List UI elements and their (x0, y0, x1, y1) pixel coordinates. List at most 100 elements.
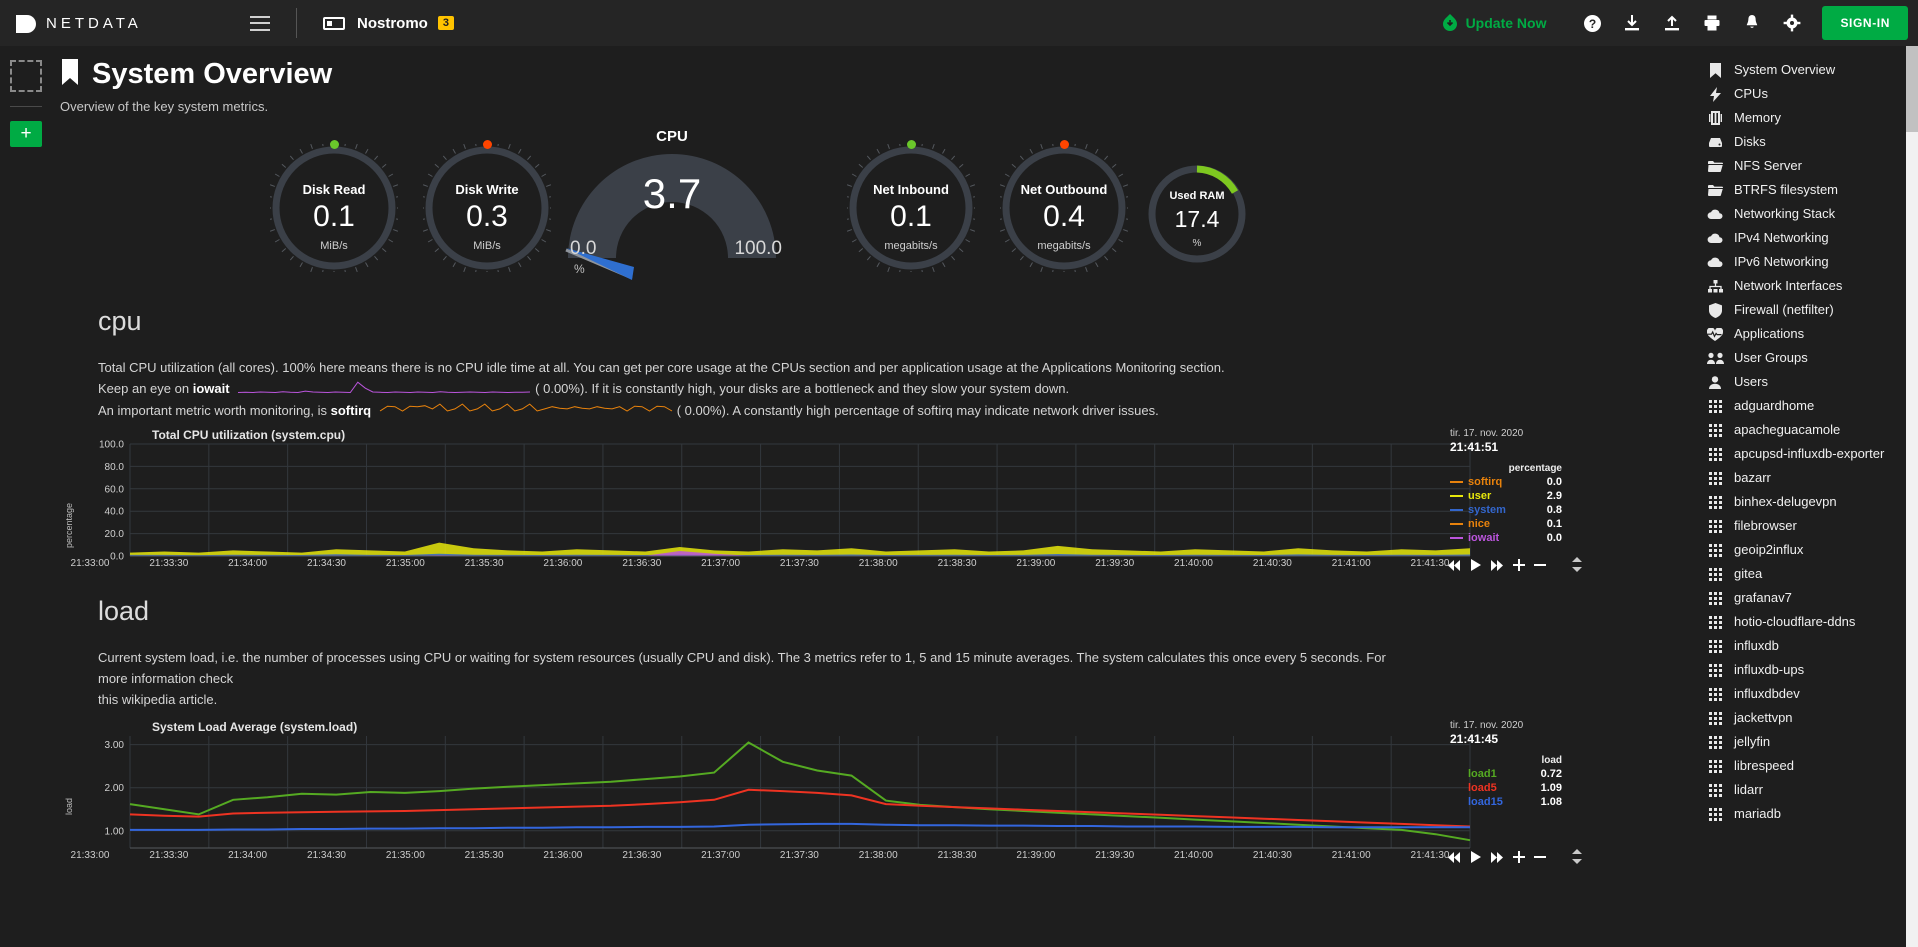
zoom-in-icon[interactable] (1513, 558, 1525, 576)
section-desc-load: Current system load, i.e. the number of … (52, 627, 1692, 710)
sidebar-item-applications[interactable]: Applications (1692, 322, 1918, 346)
gauges-row: Disk Read 0.1 MiB/s Disk Write 0.3 MiB/s… (52, 128, 1692, 288)
menu-toggle-icon[interactable] (250, 15, 270, 31)
cpu-desc2-post: ( 0.00%). If it is constantly high, your… (535, 381, 1070, 396)
chart-load-plot[interactable]: 1.00 2.00 3.00 (90, 732, 1476, 859)
legend-row[interactable]: user 2.9 (1450, 490, 1562, 502)
legend-cpu-date: tir. 17. nov. 2020 (1450, 428, 1524, 440)
add-dashboard-button[interactable]: + (10, 121, 42, 147)
upload-icon[interactable] (1652, 0, 1692, 46)
legend-series-name: load1 (1468, 768, 1497, 781)
alarms-bell-icon[interactable] (1732, 0, 1772, 46)
rewind-icon[interactable] (1447, 558, 1461, 576)
sidebar-item-gitea[interactable]: gitea (1692, 562, 1918, 586)
zoom-in-icon[interactable] (1513, 850, 1525, 868)
sidebar-item-hotio-cloudflare-ddns[interactable]: hotio-cloudflare-ddns (1692, 610, 1918, 634)
sidebar-item-btrfs-filesystem[interactable]: BTRFS filesystem (1692, 178, 1918, 202)
forward-icon[interactable] (1490, 558, 1504, 576)
gauge-net-outbound[interactable]: Net Outbound 0.4 megabits/s (1000, 140, 1128, 272)
sidebar-item-binhex-delugevpn[interactable]: binhex-delugevpn (1692, 490, 1918, 514)
dashboard-placeholder-icon[interactable] (10, 60, 42, 92)
sidebar-item-label: librespeed (1734, 758, 1794, 773)
resize-handle-icon[interactable] (1571, 849, 1583, 869)
sidebar-item-adguardhome[interactable]: adguardhome (1692, 394, 1918, 418)
settings-gear-icon[interactable] (1772, 0, 1812, 46)
zoom-out-icon[interactable] (1534, 850, 1546, 868)
update-now-button[interactable]: Update Now (1441, 13, 1546, 34)
x-tick-label: 21:39:30 (1095, 558, 1135, 570)
sidebar-item-cpus[interactable]: CPUs (1692, 82, 1918, 106)
sidebar-item-users[interactable]: Users (1692, 370, 1918, 394)
zoom-out-icon[interactable] (1534, 558, 1546, 576)
sidebar-item-grafanav7[interactable]: grafanav7 (1692, 586, 1918, 610)
play-icon[interactable] (1470, 850, 1481, 868)
gauge-used-ram[interactable]: Used RAM 17.4 % (1145, 162, 1249, 266)
sidebar-item-disks[interactable]: Disks (1692, 130, 1918, 154)
legend-row[interactable]: iowait 0.0 (1450, 532, 1562, 544)
sidebar-item-geoip2influx[interactable]: geoip2influx (1692, 538, 1918, 562)
sidebar-item-influxdb-ups[interactable]: influxdb-ups (1692, 658, 1918, 682)
sidebar-item-influxdb[interactable]: influxdb (1692, 634, 1918, 658)
legend-row[interactable]: softirq 0.0 (1450, 476, 1562, 488)
forward-icon[interactable] (1490, 850, 1504, 868)
load-desc-line-2: this wikipedia article. (98, 692, 218, 708)
sidebar-item-jellyfin[interactable]: jellyfin (1692, 730, 1918, 754)
chart-system-cpu[interactable]: Total CPU utilization (system.cpu) perce… (52, 428, 1692, 578)
sidebar-item-bazarr[interactable]: bazarr (1692, 466, 1918, 490)
sidebar-item-lidarr[interactable]: lidarr (1692, 778, 1918, 802)
scrollbar-thumb[interactable] (1906, 46, 1918, 132)
gauge-disk-read[interactable]: Disk Read 0.1 MiB/s (270, 140, 398, 272)
help-icon[interactable]: ? (1572, 0, 1612, 46)
legend-series-value: 1.09 (1540, 782, 1562, 795)
chart-cpu-plot[interactable]: 0.0 20.0 40.0 60.0 80.0 100.0 (90, 440, 1476, 567)
sidebar-item-label: gitea (1734, 566, 1763, 581)
legend-series-value: 0.1 (1546, 518, 1562, 531)
sidebar-item-ipv4-networking[interactable]: IPv4 Networking (1692, 226, 1918, 250)
legend-row[interactable]: load15 1.08 (1450, 796, 1562, 808)
sidebar-item-firewall-netfilter[interactable]: Firewall (netfilter) (1692, 298, 1918, 322)
legend-row[interactable]: system 0.8 (1450, 504, 1562, 516)
legend-color-swatch (1450, 537, 1463, 540)
resize-handle-icon[interactable] (1571, 557, 1583, 577)
rewind-icon[interactable] (1447, 850, 1461, 868)
sidebar-item-network-interfaces[interactable]: Network Interfaces (1692, 274, 1918, 298)
download-icon[interactable] (1612, 0, 1652, 46)
play-icon[interactable] (1470, 558, 1481, 576)
sidebar-item-apcupsd-influxdb-exporter[interactable]: apcupsd-influxdb-exporter (1692, 442, 1918, 466)
gauge-net-inbound[interactable]: Net Inbound 0.1 megabits/s (847, 140, 975, 272)
svg-text:2.00: 2.00 (105, 783, 125, 794)
sign-in-button[interactable]: SIGN-IN (1822, 6, 1908, 40)
sidebar-item-mariadb[interactable]: mariadb (1692, 802, 1918, 826)
host-selector[interactable]: Nostromo 3 (323, 15, 454, 32)
right-sidebar[interactable]: System Overview CPUs Memory Disks NFS Se… (1692, 46, 1918, 947)
legend-row[interactable]: nice 0.1 (1450, 518, 1562, 530)
brand-logo[interactable]: NETDATA (0, 12, 200, 34)
sidebar-item-networking-stack[interactable]: Networking Stack (1692, 202, 1918, 226)
gauge-status-dot (1059, 140, 1069, 149)
sidebar-item-librespeed[interactable]: librespeed (1692, 754, 1918, 778)
x-tick-label: 21:37:30 (779, 558, 819, 570)
sidebar-item-user-groups[interactable]: User Groups (1692, 346, 1918, 370)
sidebar-item-memory[interactable]: Memory (1692, 106, 1918, 130)
chart-system-load[interactable]: System Load Average (system.load) load 1… (52, 720, 1692, 870)
page-scrollbar[interactable] (1906, 46, 1918, 947)
folder-icon (1704, 160, 1726, 172)
gauge-cpu[interactable]: CPU 3.7 0.0 % 100.0 (552, 128, 792, 288)
heartbeat-icon (1704, 327, 1726, 341)
gauge-disk-write[interactable]: Disk Write 0.3 MiB/s (423, 140, 551, 272)
sidebar-item-nfs-server[interactable]: NFS Server (1692, 154, 1918, 178)
sidebar-item-ipv6-networking[interactable]: IPv6 Networking (1692, 250, 1918, 274)
sidebar-item-apacheguacamole[interactable]: apacheguacamole (1692, 418, 1918, 442)
header-actions: Update Now ? SIGN-IN (1441, 0, 1918, 46)
sidebar-item-label: Firewall (netfilter) (1734, 302, 1834, 317)
gauge-ring (847, 144, 975, 272)
legend-row[interactable]: load1 0.72 (1450, 768, 1562, 780)
print-icon[interactable] (1692, 0, 1732, 46)
section-heading-load: load (98, 596, 150, 627)
gauge-unit: megabits/s (884, 240, 938, 252)
sidebar-item-jackettvpn[interactable]: jackettvpn (1692, 706, 1918, 730)
sidebar-item-filebrowser[interactable]: filebrowser (1692, 514, 1918, 538)
sidebar-item-influxdbdev[interactable]: influxdbdev (1692, 682, 1918, 706)
legend-row[interactable]: load5 1.09 (1450, 782, 1562, 794)
sidebar-item-system-overview[interactable]: System Overview (1692, 58, 1918, 82)
